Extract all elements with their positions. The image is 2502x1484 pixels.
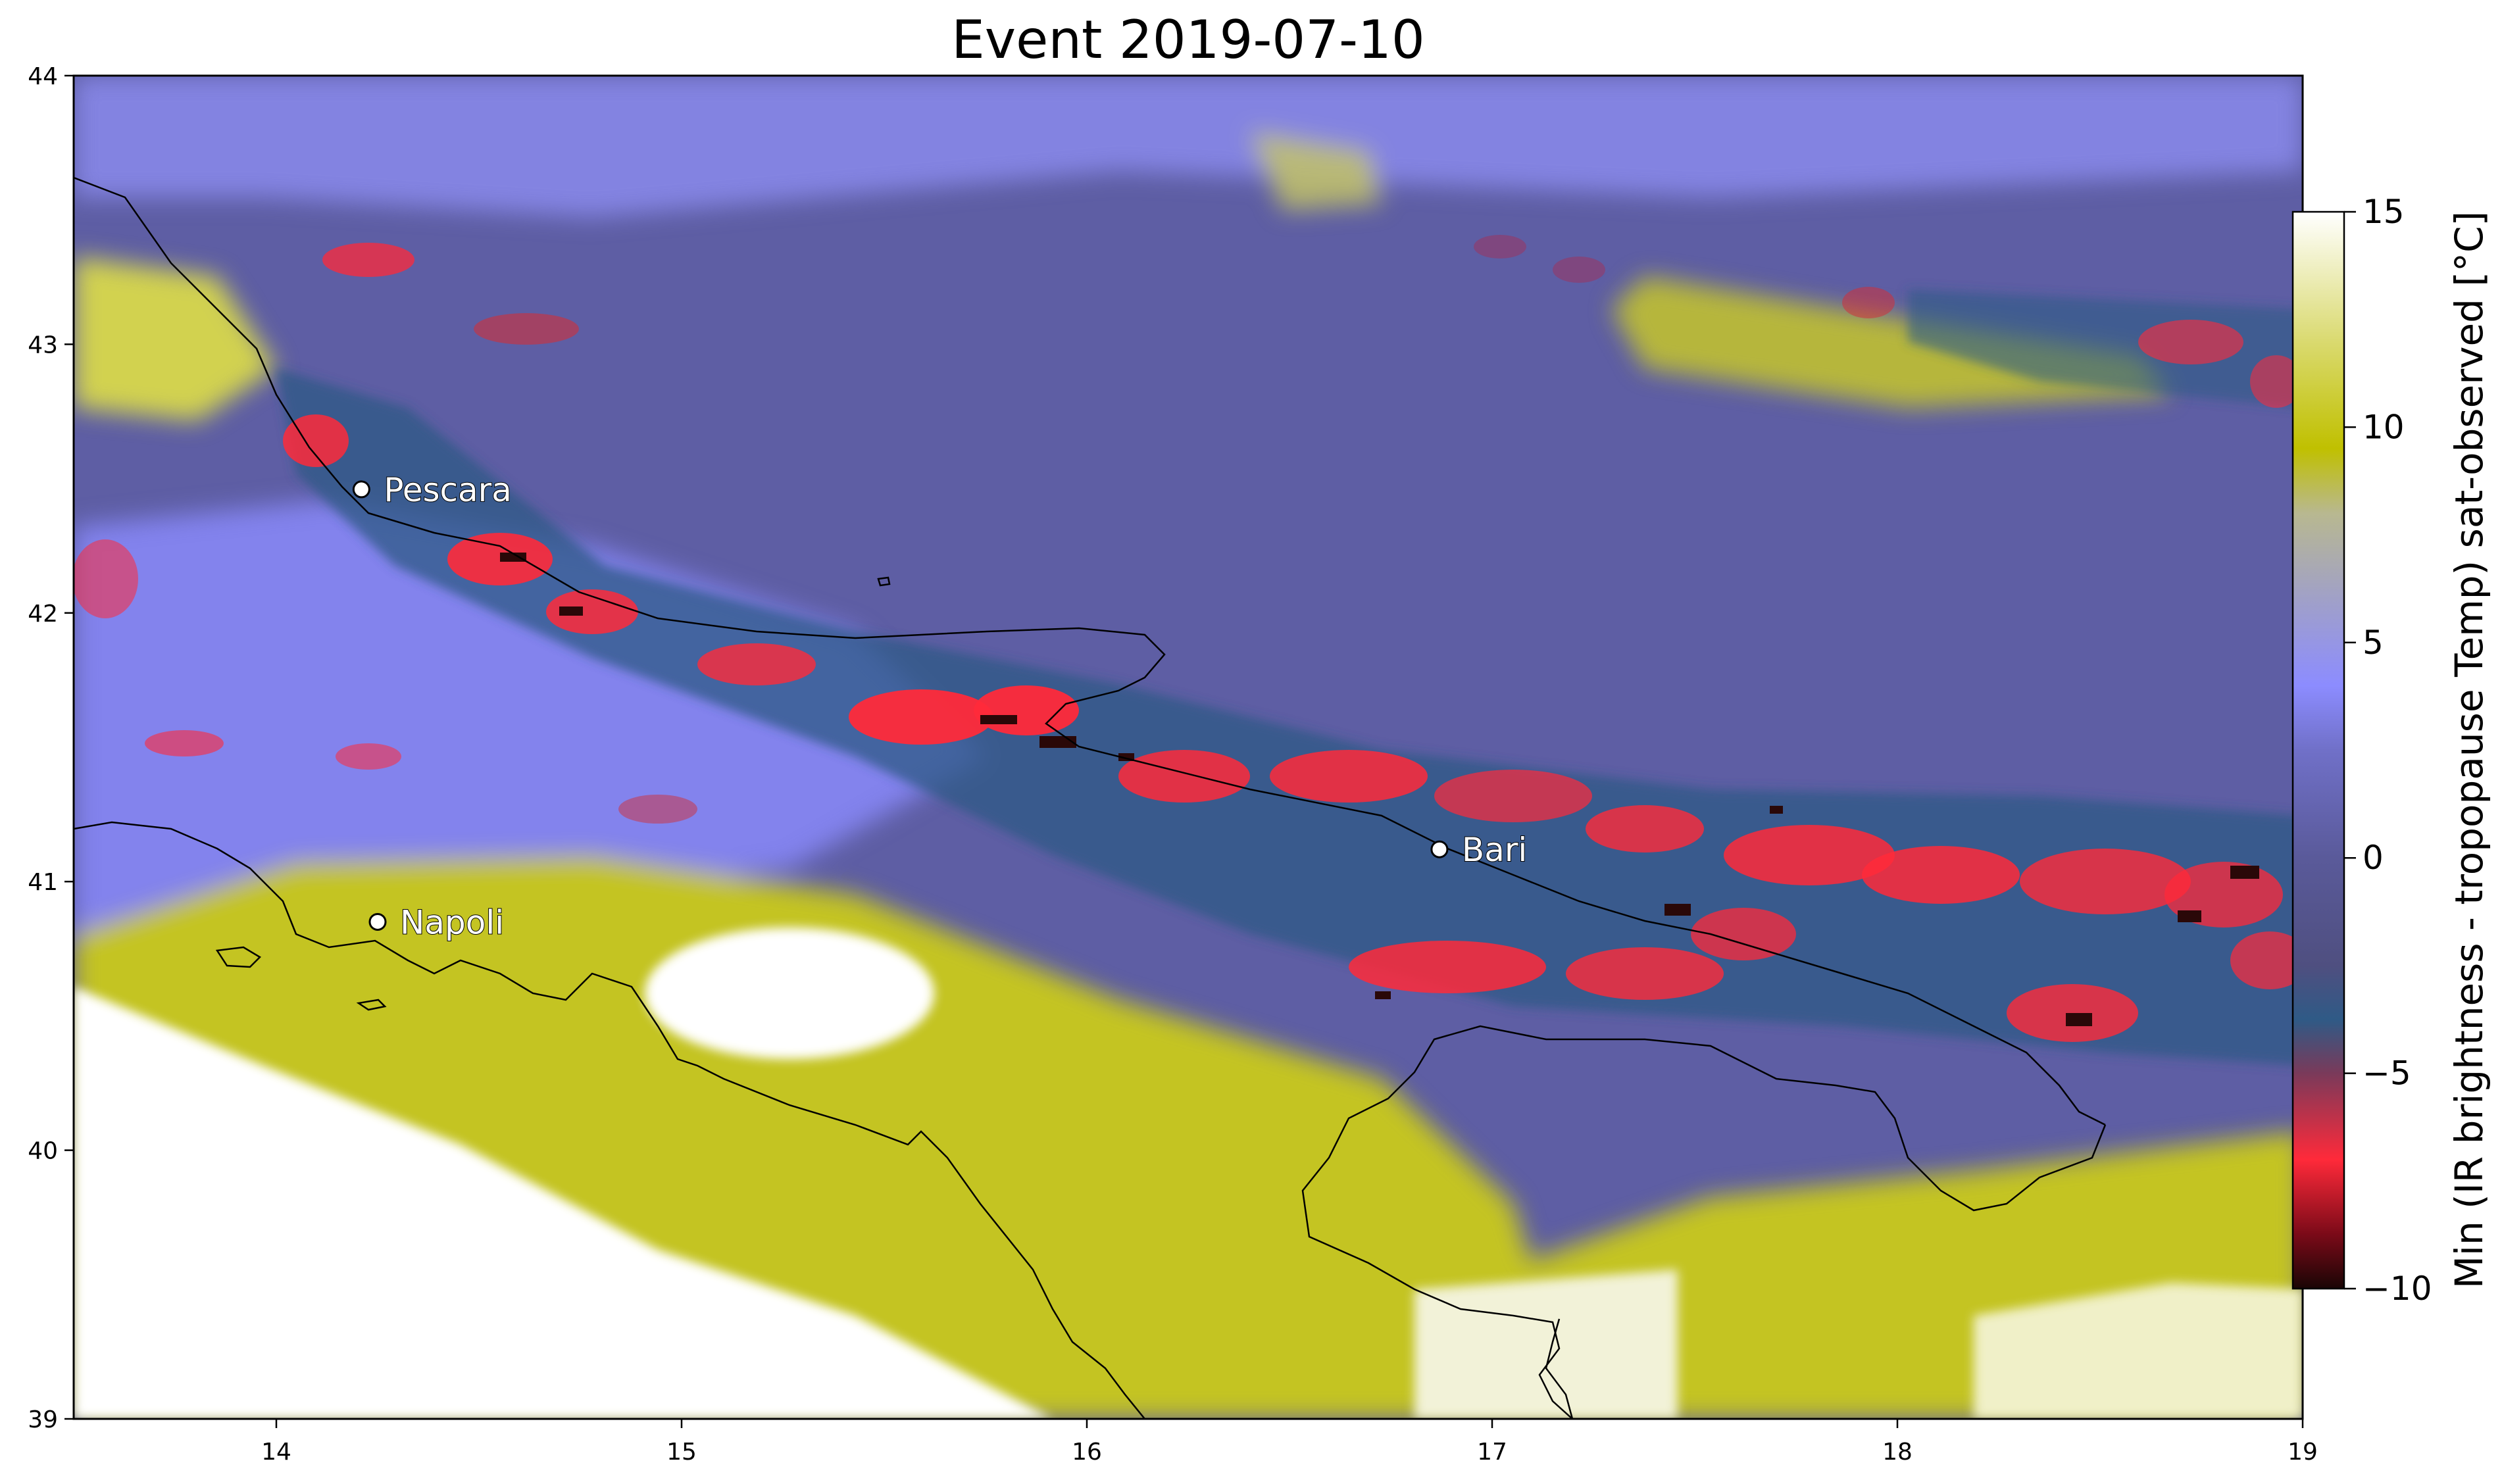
city-label: Napoli	[400, 903, 504, 941]
island-tremiti	[877, 576, 891, 587]
colorbar-tick-label: 10	[2363, 408, 2405, 446]
warm-patch-north	[1250, 132, 1382, 210]
coastline-salento	[1301, 1025, 2107, 1419]
colorbar-gradient	[2291, 210, 2345, 1290]
cold-band-north	[276, 368, 2303, 1066]
heatmap-field	[74, 76, 2303, 1419]
colorbar-tick-label: −5	[2363, 1054, 2411, 1093]
deep-convection-cells	[74, 235, 2303, 1042]
anvil-light-shield	[74, 76, 2303, 217]
coastline-tyrrhenian	[74, 821, 1145, 1419]
coastlines	[74, 176, 2107, 1419]
city-markers: Pescara Napoli Bari	[352, 470, 1528, 942]
city-marker	[368, 912, 387, 931]
colorbar-tick-label: 5	[2363, 624, 2384, 662]
clear-area-southeast	[1974, 1283, 2303, 1419]
y-tick-label: 41	[28, 869, 58, 896]
colorbar-tick-label: 0	[2363, 839, 2384, 877]
clear-area-southwest	[74, 987, 1053, 1419]
colorbar-tick-label: 15	[2363, 193, 2405, 231]
x-tick-label: 14	[261, 1439, 291, 1466]
x-axis: 14 15 16 17 18 19	[261, 1419, 2318, 1466]
colorbar-tick-label: −10	[2363, 1270, 2432, 1308]
y-tick-label: 43	[28, 332, 58, 359]
city-label: Pescara	[384, 471, 512, 509]
x-tick-label: 16	[1072, 1439, 1102, 1466]
island-capri	[356, 999, 387, 1011]
city-label: Bari	[1462, 831, 1527, 869]
y-tick-label: 40	[28, 1138, 58, 1165]
island-ischia	[215, 946, 262, 968]
warm-patch-northwest	[74, 257, 276, 421]
chart-title: Event 2019-07-10	[951, 9, 1425, 70]
x-tick-label: 18	[1882, 1439, 1913, 1466]
x-tick-label: 19	[2288, 1439, 2318, 1466]
x-tick-label: 15	[666, 1439, 697, 1466]
city-marker	[1430, 840, 1449, 858]
y-axis: 39 40 41 42 43 44	[28, 63, 74, 1433]
colorbar-label: Min (IR brightness - tropopause Temp) sa…	[2447, 211, 2491, 1289]
y-tick-label: 39	[28, 1406, 58, 1433]
cold-band-northeast	[1908, 289, 2303, 408]
clear-area-ionian	[1414, 1270, 1678, 1419]
clear-patch-calabria	[645, 928, 934, 1059]
coastline-adriatic	[74, 176, 2106, 1126]
city-marker	[352, 480, 370, 499]
y-tick-label: 42	[28, 601, 58, 628]
coastline-calabria-east	[1545, 1318, 1574, 1419]
colorbar: −10 −5 0 5 10 15 Min (IR brightness - tropopa…	[2291, 193, 2491, 1308]
colorbar-ticks: −10 −5 0 5 10 15	[2344, 193, 2432, 1308]
x-tick-label: 17	[1477, 1439, 1507, 1466]
y-tick-label: 44	[28, 63, 58, 90]
